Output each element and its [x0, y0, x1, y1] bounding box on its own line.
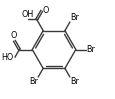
- Text: HO: HO: [2, 53, 14, 62]
- Text: Br: Br: [85, 45, 94, 54]
- Text: OH: OH: [21, 10, 33, 19]
- Text: O: O: [11, 31, 17, 40]
- Text: Br: Br: [70, 13, 79, 22]
- Text: O: O: [42, 6, 48, 15]
- Text: Br: Br: [70, 77, 79, 86]
- Text: Br: Br: [29, 77, 37, 86]
